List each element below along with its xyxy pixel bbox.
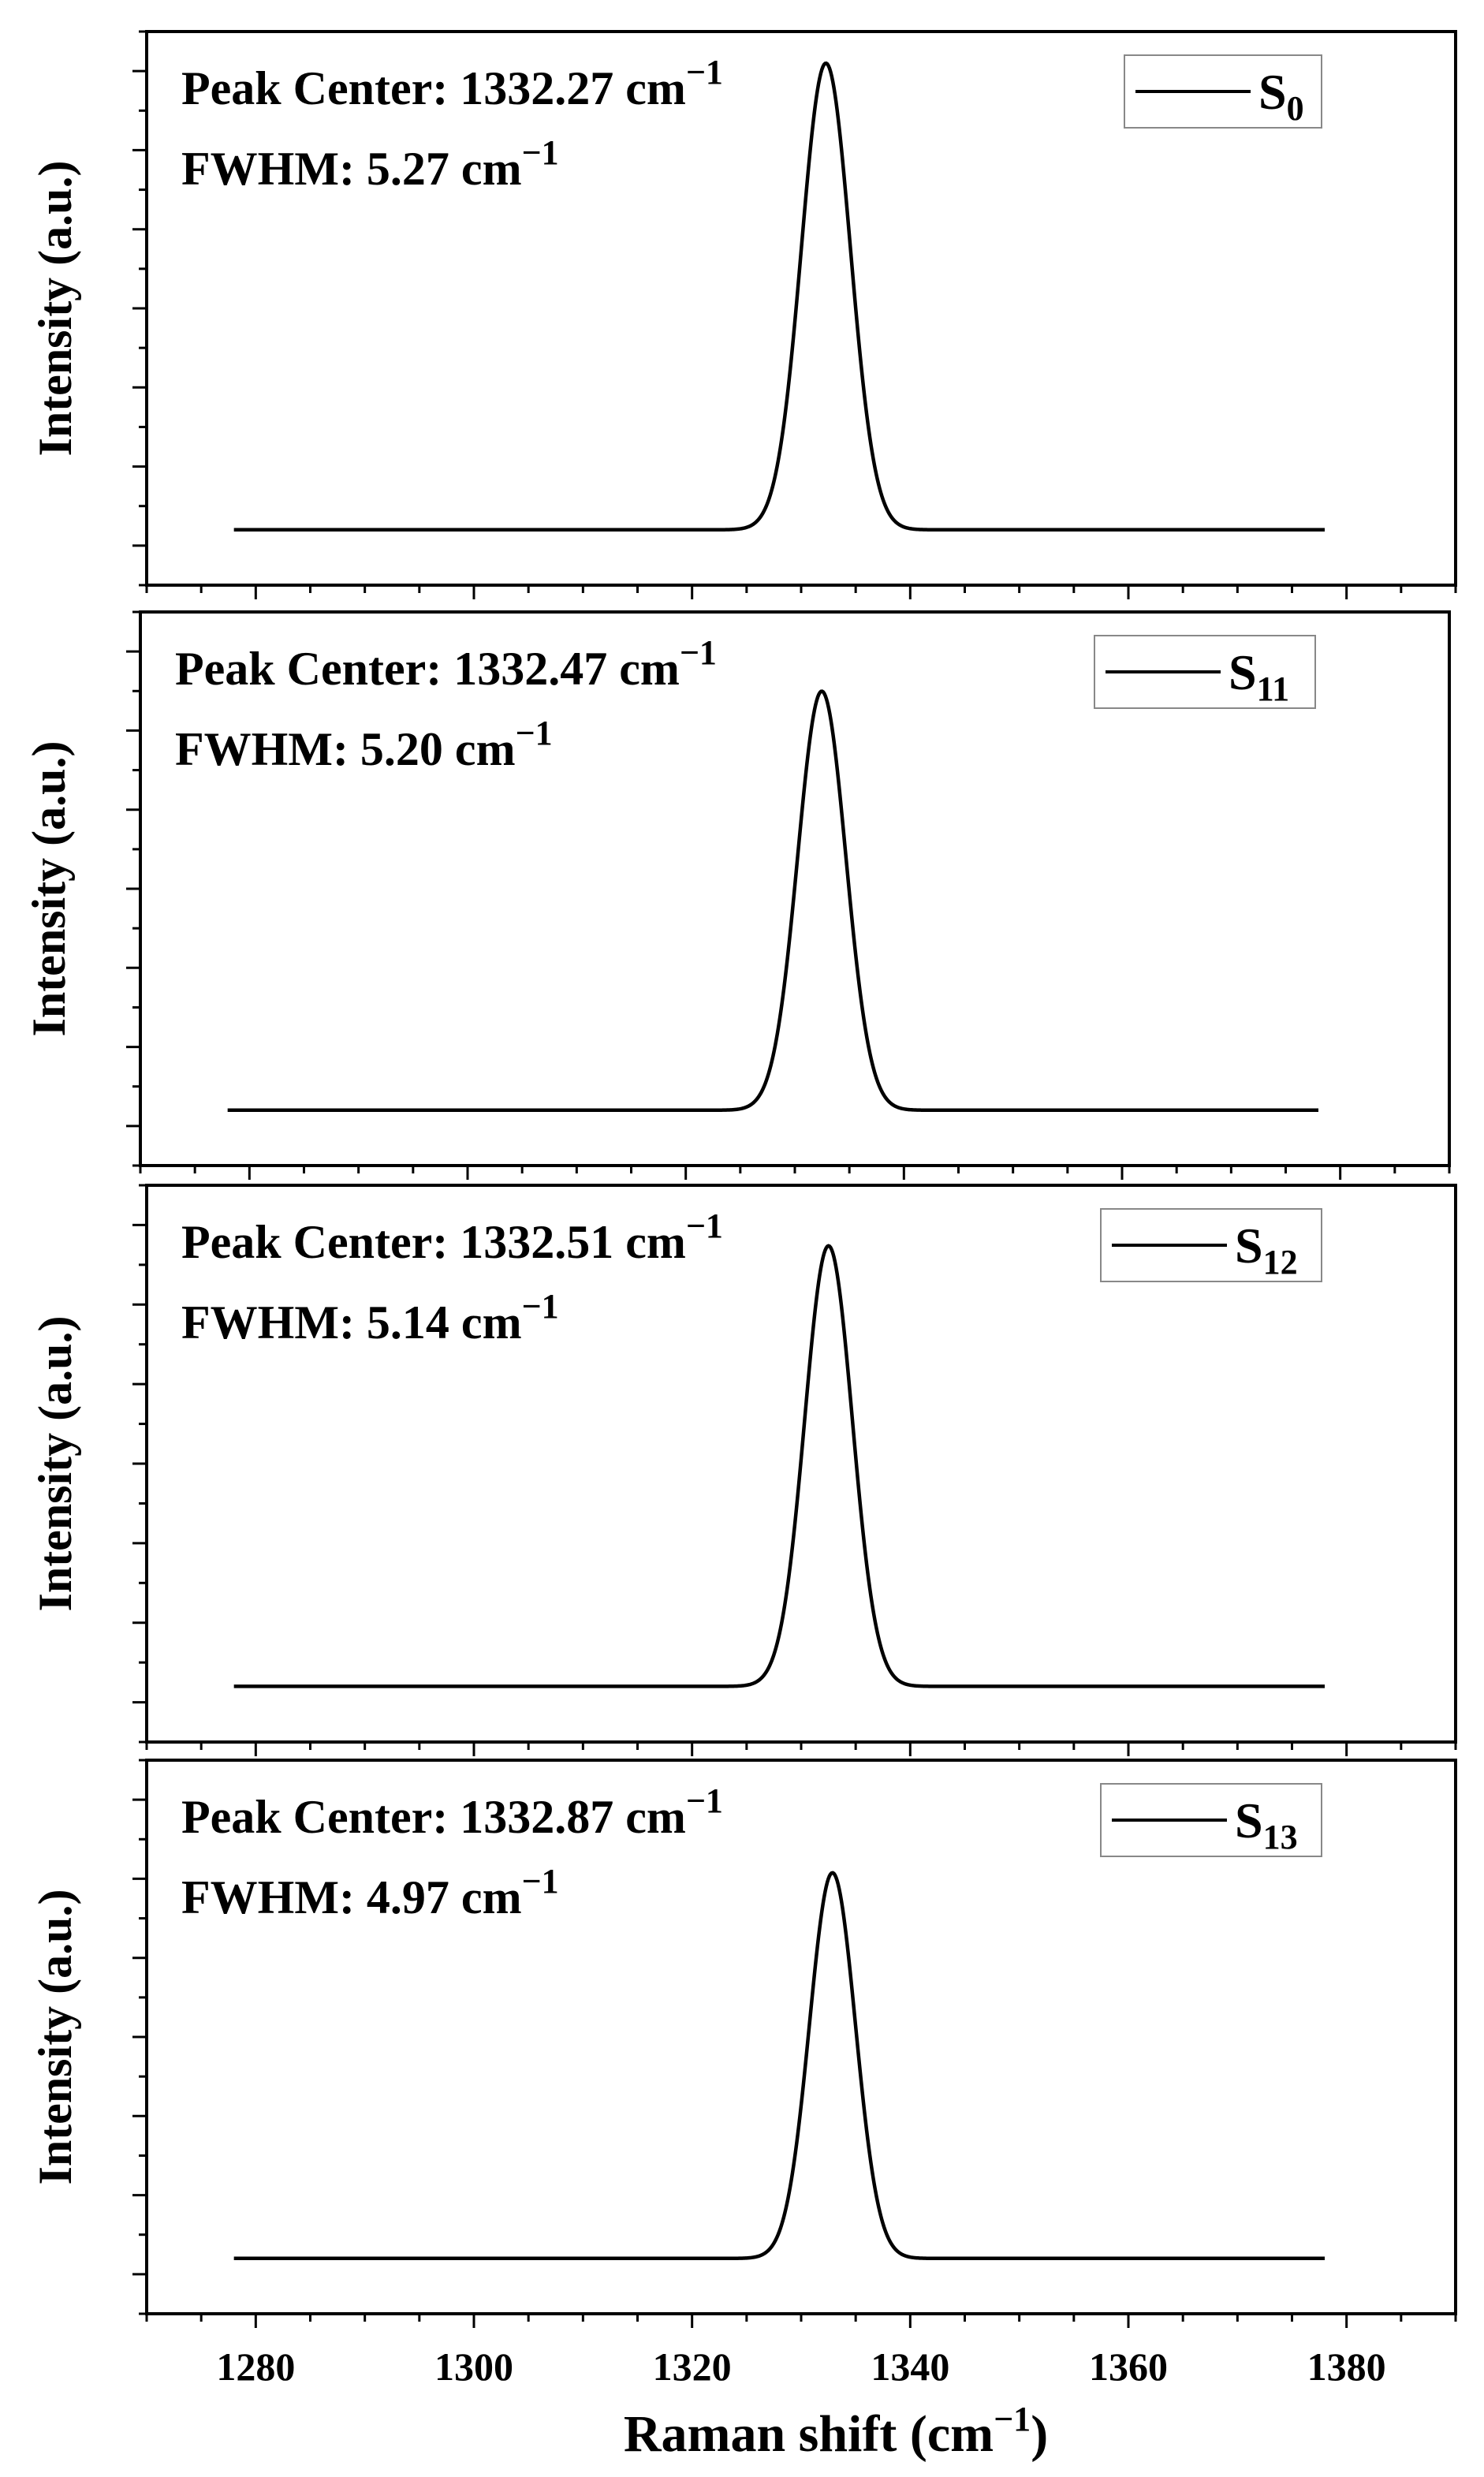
peak-center-label-sup: −1 [680,633,717,672]
legend: S12 [1100,1208,1322,1282]
x-tick-label: 1300 [434,2345,513,2389]
peak-center-label-text: Peak Center: 1332.51 cm [181,1216,686,1268]
y-axis-label: Intensity (a.u.) [29,1889,81,2184]
fwhm-label: FWHM: 4.97 cm−1 [181,1862,559,1923]
legend-label: S11 [1229,644,1289,708]
x-tick-label: 1320 [653,2345,732,2389]
peak-center-label-sup: −1 [686,1781,723,1820]
fwhm-label-text: FWHM: 5.27 cm [181,143,522,195]
peak-center-label: Peak Center: 1332.51 cm−1 [181,1207,723,1268]
legend-label-base: S [1258,64,1287,120]
legend-label-sub: 13 [1263,1818,1298,1856]
fwhm-label-sup: −1 [522,133,559,172]
fwhm-label-sup: −1 [516,714,553,752]
legend-label-base: S [1235,1218,1263,1274]
x-tick-label: 1380 [1307,2345,1386,2389]
legend-label: S12 [1235,1218,1298,1281]
x-axis-label-close: ) [1031,2405,1048,2463]
x-axis-label-text: Raman shift (cm [624,2405,994,2463]
legend: S0 [1124,54,1322,129]
peak-center-label-sup: −1 [686,53,723,91]
x-axis-label-sup: −1 [994,2400,1031,2438]
legend: S13 [1100,1783,1322,1857]
peak-center-label-text: Peak Center: 1332.27 cm [181,62,686,114]
legend-label: S0 [1258,64,1304,128]
y-axis-label: Intensity (a.u.) [29,1315,81,1611]
fwhm-label: FWHM: 5.27 cm−1 [181,133,559,195]
fwhm-label-text: FWHM: 4.97 cm [181,1871,522,1923]
y-axis-label: Intensity (a.u.) [29,160,81,456]
fwhm-label: FWHM: 5.20 cm−1 [175,714,553,775]
peak-center-label: Peak Center: 1332.27 cm−1 [181,53,723,114]
fwhm-label-sup: −1 [522,1862,559,1901]
x-tick-label: 1360 [1089,2345,1168,2389]
peak-center-label-text: Peak Center: 1332.87 cm [181,1791,686,1843]
x-tick-label: 1340 [871,2345,949,2389]
y-axis-label: Intensity (a.u.) [23,740,75,1036]
legend-label: S13 [1235,1792,1298,1856]
x-axis-label: Raman shift (cm−1) [624,2400,1048,2463]
peak-center-label: Peak Center: 1332.47 cm−1 [175,633,717,695]
spectrum-line-S12 [233,1244,1325,1688]
fwhm-label-text: FWHM: 5.14 cm [181,1296,522,1349]
fwhm-label-sup: −1 [522,1287,559,1326]
legend-label-sub: 0 [1287,89,1304,128]
spectrum-line-S13 [233,1871,1325,2261]
legend-label-sub: 12 [1263,1243,1298,1281]
x-tick-label: 1280 [216,2345,295,2389]
peak-center-label: Peak Center: 1332.87 cm−1 [181,1781,723,1843]
legend-label-base: S [1235,1792,1263,1848]
legend-label-base: S [1229,644,1257,700]
peak-center-label-sup: −1 [686,1207,723,1245]
spectrum-line-S0 [233,61,1325,532]
peak-center-label-text: Peak Center: 1332.47 cm [175,643,680,695]
fwhm-label-text: FWHM: 5.20 cm [175,723,516,775]
spectrum-line-S11 [227,689,1318,1113]
legend: S11 [1094,635,1316,709]
fwhm-label: FWHM: 5.14 cm−1 [181,1287,559,1349]
legend-label-sub: 11 [1257,670,1290,708]
